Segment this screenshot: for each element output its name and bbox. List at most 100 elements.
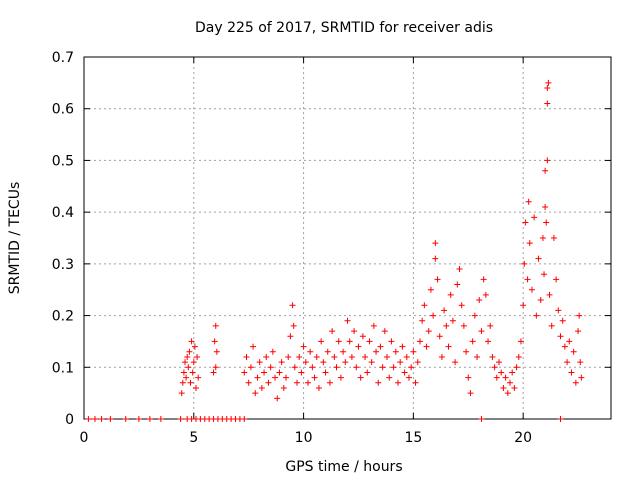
- data-point: [342, 359, 349, 366]
- data-point: [434, 276, 441, 283]
- data-point: [381, 328, 388, 335]
- data-point: [373, 348, 380, 355]
- data-point: [245, 379, 252, 386]
- data-point: [362, 353, 369, 360]
- y-tick-label: 0: [65, 412, 74, 428]
- data-point: [449, 317, 456, 324]
- data-point: [480, 276, 487, 283]
- data-point: [489, 353, 496, 360]
- data-point: [467, 390, 474, 397]
- data-point: [388, 338, 395, 345]
- data-point: [290, 322, 297, 329]
- data-point: [241, 369, 248, 376]
- data-point: [544, 157, 551, 164]
- data-point: [379, 364, 386, 371]
- data-point: [506, 379, 513, 386]
- data-point: [250, 343, 257, 350]
- x-tick-label: 5: [189, 430, 198, 446]
- data-point: [539, 235, 546, 241]
- data-point: [465, 374, 472, 381]
- data-point: [210, 369, 217, 376]
- data-point: [545, 79, 552, 86]
- data-point: [482, 291, 489, 298]
- data-point: [414, 359, 421, 366]
- data-point: [500, 384, 507, 391]
- data-point: [186, 348, 193, 355]
- data-point: [189, 369, 196, 376]
- data-point: [322, 369, 329, 376]
- y-tick-label: 0.6: [52, 102, 74, 118]
- data-point: [318, 338, 325, 345]
- data-point: [122, 416, 129, 422]
- data-point: [399, 343, 406, 350]
- data-points: [85, 79, 585, 422]
- data-point: [192, 384, 199, 391]
- data-point: [471, 312, 478, 319]
- data-point: [517, 338, 524, 345]
- data-point: [357, 374, 364, 381]
- data-point: [476, 297, 483, 304]
- data-point: [496, 359, 503, 366]
- data-point: [544, 100, 551, 107]
- data-point: [265, 379, 272, 386]
- data-point: [557, 333, 564, 340]
- data-point: [526, 240, 533, 247]
- data-point: [521, 260, 528, 267]
- data-point: [525, 198, 532, 205]
- data-point: [522, 219, 529, 226]
- data-point: [491, 364, 498, 371]
- data-point: [309, 364, 316, 371]
- data-point: [278, 359, 285, 366]
- y-tick-label: 0.4: [52, 205, 74, 221]
- data-point: [543, 219, 550, 226]
- data-point: [195, 374, 202, 381]
- data-point: [436, 333, 443, 340]
- data-point: [386, 374, 393, 381]
- data-point: [272, 374, 279, 381]
- data-point: [533, 312, 540, 319]
- data-point: [438, 353, 445, 360]
- data-point: [370, 322, 377, 329]
- data-point: [311, 374, 318, 381]
- data-point: [331, 353, 338, 360]
- data-point: [313, 353, 320, 360]
- data-point: [561, 343, 568, 350]
- data-point: [91, 416, 98, 422]
- data-point: [403, 353, 410, 360]
- data-point: [405, 374, 412, 381]
- data-point: [478, 416, 485, 422]
- data-point: [355, 343, 362, 350]
- data-point: [320, 359, 327, 366]
- data-point: [548, 322, 555, 329]
- data-point: [366, 338, 373, 345]
- data-point: [419, 317, 426, 324]
- data-point: [416, 338, 423, 345]
- plot-frame: [83, 56, 612, 420]
- data-point: [263, 353, 270, 360]
- x-tick-label: 0: [80, 430, 89, 446]
- data-point: [537, 297, 544, 304]
- data-point: [421, 302, 428, 309]
- data-point: [572, 379, 579, 386]
- data-point: [456, 266, 463, 273]
- data-point: [359, 333, 366, 340]
- data-point: [576, 312, 583, 319]
- data-point: [344, 317, 351, 324]
- data-point: [544, 85, 551, 92]
- data-point: [247, 364, 254, 371]
- data-point: [392, 348, 399, 355]
- data-point: [280, 384, 287, 391]
- data-point: [258, 384, 265, 391]
- y-tick-label: 0.1: [52, 360, 74, 376]
- data-point: [135, 416, 142, 422]
- data-point: [213, 348, 220, 355]
- x-axis: 0 5 10 15 20: [80, 57, 532, 446]
- data-point: [454, 281, 461, 288]
- data-point: [577, 359, 584, 366]
- data-point: [401, 369, 408, 376]
- data-point: [528, 286, 535, 293]
- data-point: [452, 359, 459, 366]
- y-axis-label: SRMTID / TECUs: [7, 182, 23, 295]
- data-point: [185, 364, 192, 371]
- data-point: [425, 328, 432, 335]
